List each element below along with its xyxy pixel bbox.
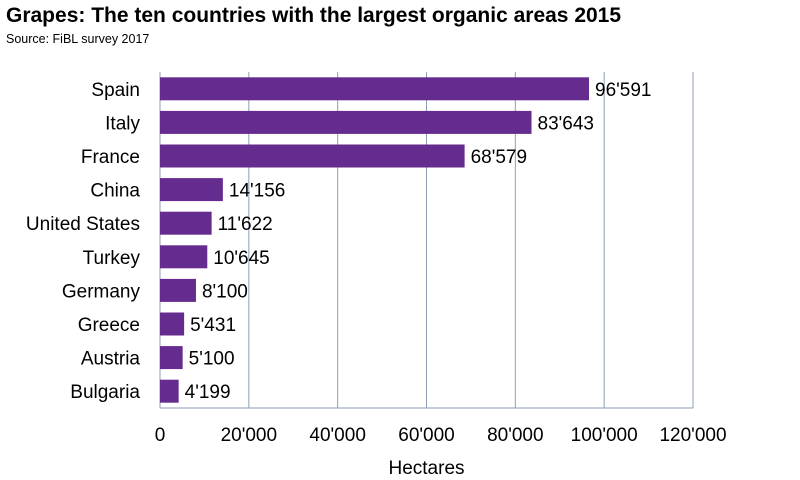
category-label: Italy [105,113,140,134]
bar [160,178,223,202]
value-label: 11'622 [218,214,273,235]
x-axis-label: Hectares [388,458,464,479]
value-label: 10'645 [213,248,269,269]
x-tick-label: 60'000 [398,425,454,446]
x-tick-label: 80'000 [487,425,543,446]
x-tick-label: 0 [155,425,166,446]
value-label: 5'431 [190,315,236,336]
bar [160,278,196,302]
category-label: China [90,181,140,202]
value-label: 4'199 [185,382,231,403]
bar [160,110,532,134]
value-label: 8'100 [202,281,248,302]
x-tick-label: 120'000 [659,425,726,446]
bar [160,245,208,269]
bar [160,144,465,168]
bar [160,77,590,101]
x-tick-label: 20'000 [221,425,277,446]
bar [160,379,179,403]
chart-subtitle: Source: FiBL survey 2017 [6,32,150,46]
x-tick-label: 40'000 [309,425,365,446]
value-label: 83'643 [538,113,594,134]
chart-title: Grapes: The ten countries with the large… [6,4,622,27]
x-tick-label: 100'000 [571,425,638,446]
category-label: Turkey [83,248,141,269]
value-label: 14'156 [229,181,285,202]
category-label: Germany [62,281,141,302]
category-label: France [81,147,140,168]
category-label: Spain [91,80,140,101]
bar [160,312,185,336]
category-label: Greece [78,315,140,336]
bar [160,211,212,235]
value-label: 96'591 [595,80,651,101]
value-label: 5'100 [189,349,235,370]
category-label: United States [26,214,140,235]
category-label: Bulgaria [70,382,140,403]
category-label: Austria [81,349,141,370]
bar [160,346,183,370]
value-label: 68'579 [471,147,527,168]
